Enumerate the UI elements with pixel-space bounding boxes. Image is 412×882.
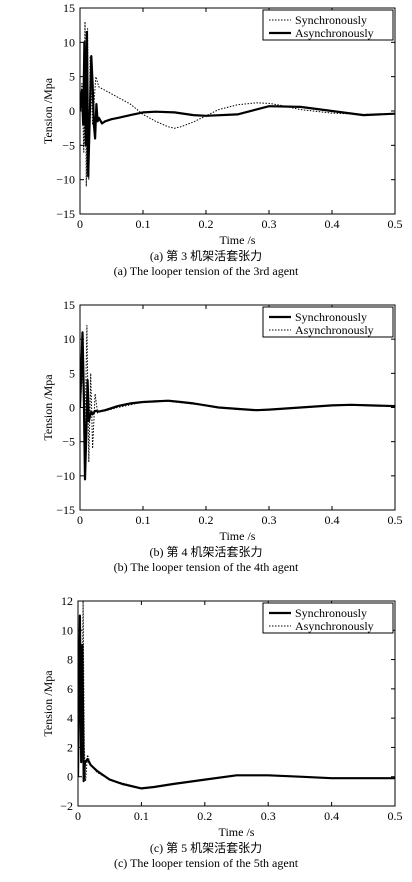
series-lines (80, 21, 395, 187)
series-lines (80, 325, 395, 481)
y-tick-label: −5 (62, 435, 75, 449)
x-axis-label: Time /s (219, 825, 255, 839)
y-tick-label: 0 (67, 770, 73, 784)
caption-en: (c) The looper tension of the 5th agent (114, 856, 299, 870)
series-line-asynchronously (80, 30, 395, 178)
caption-cn: (c) 第 5 机架活套张力 (150, 841, 262, 855)
y-tick-label: 2 (67, 740, 73, 754)
y-axis-label: Tension /Mpa (41, 77, 55, 144)
x-tick-label: 0 (77, 217, 83, 231)
x-tick-labels: 0 0.1 0.2 0.3 0.4 0.5 (77, 513, 403, 527)
y-tick-label: −15 (56, 207, 75, 221)
legend-box (262, 306, 394, 338)
x-tick-label: 0.1 (136, 513, 151, 527)
x-tick-label: 0.3 (261, 809, 276, 823)
x-tick-label: 0.2 (199, 513, 214, 527)
series-line-synchronously (80, 21, 395, 187)
legend-label: Asynchronously (295, 619, 374, 633)
y-tick-label: 10 (63, 332, 75, 346)
x-tick-label: 0.4 (324, 809, 339, 823)
y-tick-label: 0 (69, 401, 75, 415)
caption-cn: (a) 第 3 机架活套张力 (150, 249, 262, 263)
x-tick-label: 0.3 (262, 513, 277, 527)
legend-label: Synchronously (295, 310, 367, 324)
y-tick-label: 5 (69, 366, 75, 380)
y-tick-label: 15 (63, 298, 75, 312)
x-tick-label: 0.5 (388, 809, 403, 823)
y-tick-labels: 12 10 8 6 4 2 0 −2 (60, 594, 73, 813)
legend-box (262, 9, 394, 41)
series-lines (78, 601, 395, 790)
y-tick-label: 12 (61, 594, 73, 608)
caption-en: (b) The looper tension of the 4th agent (114, 560, 299, 574)
y-tick-label: 0 (69, 104, 75, 118)
x-tick-label: 0.2 (199, 217, 214, 231)
x-tick-label: 0.1 (134, 809, 149, 823)
y-tick-label: −10 (56, 173, 75, 187)
series-line-synchronously (78, 614, 395, 790)
x-tick-label: 0.4 (325, 217, 340, 231)
x-tick-labels: 0 0.1 0.2 0.3 0.4 0.5 (75, 809, 403, 823)
y-tick-label: 10 (63, 35, 75, 49)
x-tick-label: 0.4 (325, 513, 340, 527)
y-tick-label: −5 (62, 138, 75, 152)
series-line-asynchronously (78, 601, 395, 789)
caption-en: (a) The looper tension of the 3rd agent (114, 264, 299, 278)
caption-cn: (b) 第 4 机架活套张力 (150, 545, 263, 559)
legend-label: Asynchronously (295, 323, 374, 337)
x-tick-label: 0.3 (262, 217, 277, 231)
y-tick-labels: 15 10 5 0 −5 −10 −15 (56, 298, 75, 517)
y-tick-label: 15 (63, 1, 75, 15)
y-tick-label: 4 (67, 711, 73, 725)
y-tick-label: −10 (56, 469, 75, 483)
chart-2: 0 0.1 0.2 0.3 0.4 0.5 15 10 5 0 −5 −10 −15 Time /s Ten… (41, 298, 403, 574)
x-tick-label: 0.5 (388, 217, 403, 231)
x-tick-label: 0.5 (388, 513, 403, 527)
series-line-synchronously (80, 331, 395, 481)
y-tick-labels: 15 10 5 0 −5 −10 −15 (56, 1, 75, 221)
legend-label: Asynchronously (295, 26, 374, 40)
legend-box (262, 602, 394, 634)
y-tick-label: 8 (67, 653, 73, 667)
legend-label: Synchronously (295, 13, 367, 27)
series-line-asynchronously (80, 325, 395, 463)
x-tick-label: 0.1 (136, 217, 151, 231)
legend-label: Synchronously (295, 606, 367, 620)
y-axis-label: Tension /Mpa (41, 374, 55, 441)
y-tick-label: 5 (69, 70, 75, 84)
y-tick-label: −15 (56, 503, 75, 517)
x-tick-label: 0 (75, 809, 81, 823)
y-axis-label: Tension /Mpa (41, 670, 55, 737)
x-tick-labels: 0 0.1 0.2 0.3 0.4 0.5 (77, 217, 403, 231)
x-axis-label: Time /s (220, 233, 256, 247)
x-axis-label: Time /s (220, 529, 256, 543)
y-tick-label: −2 (60, 799, 73, 813)
y-tick-label: 10 (61, 623, 73, 637)
x-tick-label: 0.2 (197, 809, 212, 823)
y-tick-label: 6 (67, 682, 73, 696)
x-tick-label: 0 (77, 513, 83, 527)
chart-1: 0 0.1 0.2 0.3 0.4 0.5 15 10 5 0 −5 −10 −15 Time /s Ten… (41, 1, 403, 278)
